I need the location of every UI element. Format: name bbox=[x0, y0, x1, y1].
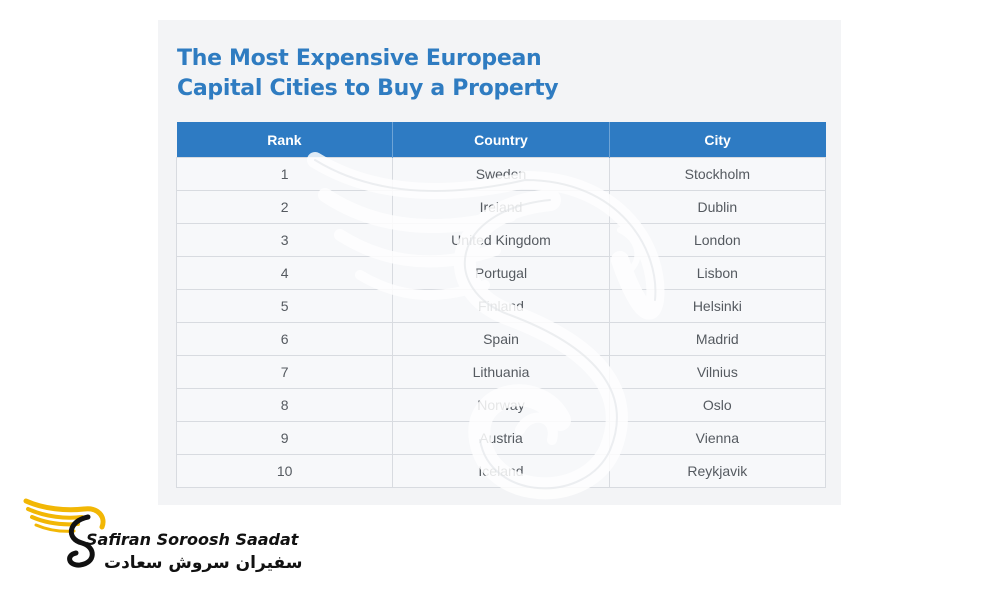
table-row: 3 United Kingdom London bbox=[175, 223, 827, 257]
country-header: Country bbox=[392, 122, 610, 158]
city-cell: Vilnius bbox=[608, 355, 827, 389]
table-row: 8 Norway Oslo bbox=[175, 388, 827, 422]
country-cell: Austria bbox=[392, 421, 610, 455]
city-header: City bbox=[608, 122, 826, 158]
city-cell: London bbox=[608, 223, 827, 257]
table-row: 2 Ireland Dublin bbox=[175, 190, 827, 224]
country-cell: Norway bbox=[392, 388, 610, 422]
table-row: 5 Finland Helsinki bbox=[175, 289, 827, 323]
rank-cell: 7 bbox=[175, 355, 394, 389]
city-cell: Helsinki bbox=[608, 289, 827, 323]
table-row: 4 Portugal Lisbon bbox=[175, 256, 827, 290]
city-cell: Reykjavik bbox=[608, 454, 827, 488]
winged-swan-logo-icon bbox=[23, 498, 106, 568]
rank-cell: 3 bbox=[175, 223, 394, 257]
title-line-2: Capital Cities to Buy a Property bbox=[177, 76, 559, 101]
city-cell: Oslo bbox=[608, 388, 827, 422]
rank-cell: 4 bbox=[175, 256, 394, 290]
table-row: 1 Sweden Stockholm bbox=[175, 157, 827, 191]
country-cell: Iceland bbox=[392, 454, 610, 488]
brand-name-en: Safiran Soroosh Saadat bbox=[86, 530, 299, 549]
table-row: 6 Spain Madrid bbox=[175, 322, 827, 356]
city-cell: Madrid bbox=[608, 322, 827, 356]
table-row: 7 Lithuania Vilnius bbox=[175, 355, 827, 389]
table-row: 9 Austria Vienna bbox=[175, 421, 827, 455]
rank-cell: 9 bbox=[175, 421, 394, 455]
city-cell: Vienna bbox=[608, 421, 827, 455]
country-cell: Finland bbox=[392, 289, 610, 323]
rank-cell: 1 bbox=[175, 157, 394, 191]
country-cell: Portugal bbox=[392, 256, 610, 290]
rank-cell: 2 bbox=[175, 190, 394, 224]
rank-cell: 6 bbox=[175, 322, 394, 356]
rank-cell: 10 bbox=[175, 454, 394, 488]
country-cell: Spain bbox=[392, 322, 610, 356]
title-line-1: The Most Expensive European bbox=[177, 46, 542, 71]
rank-header: Rank bbox=[176, 122, 393, 158]
country-cell: Ireland bbox=[392, 190, 610, 224]
brand-name-fa: سفیران سروش سعادت bbox=[104, 553, 303, 573]
capitals-table: Rank Country City 1 Sweden Stockholm 2 I… bbox=[175, 122, 827, 488]
page-title: The Most Expensive European Capital Citi… bbox=[177, 44, 559, 104]
country-cell: Lithuania bbox=[392, 355, 610, 389]
city-cell: Dublin bbox=[608, 190, 827, 224]
country-cell: United Kingdom bbox=[392, 223, 610, 257]
city-cell: Lisbon bbox=[608, 256, 827, 290]
table-row: 10 Iceland Reykjavik bbox=[175, 454, 827, 488]
table-header-row: Rank Country City bbox=[176, 122, 826, 158]
country-cell: Sweden bbox=[392, 157, 610, 191]
rank-cell: 8 bbox=[175, 388, 394, 422]
city-cell: Stockholm bbox=[608, 157, 827, 191]
rank-cell: 5 bbox=[175, 289, 394, 323]
